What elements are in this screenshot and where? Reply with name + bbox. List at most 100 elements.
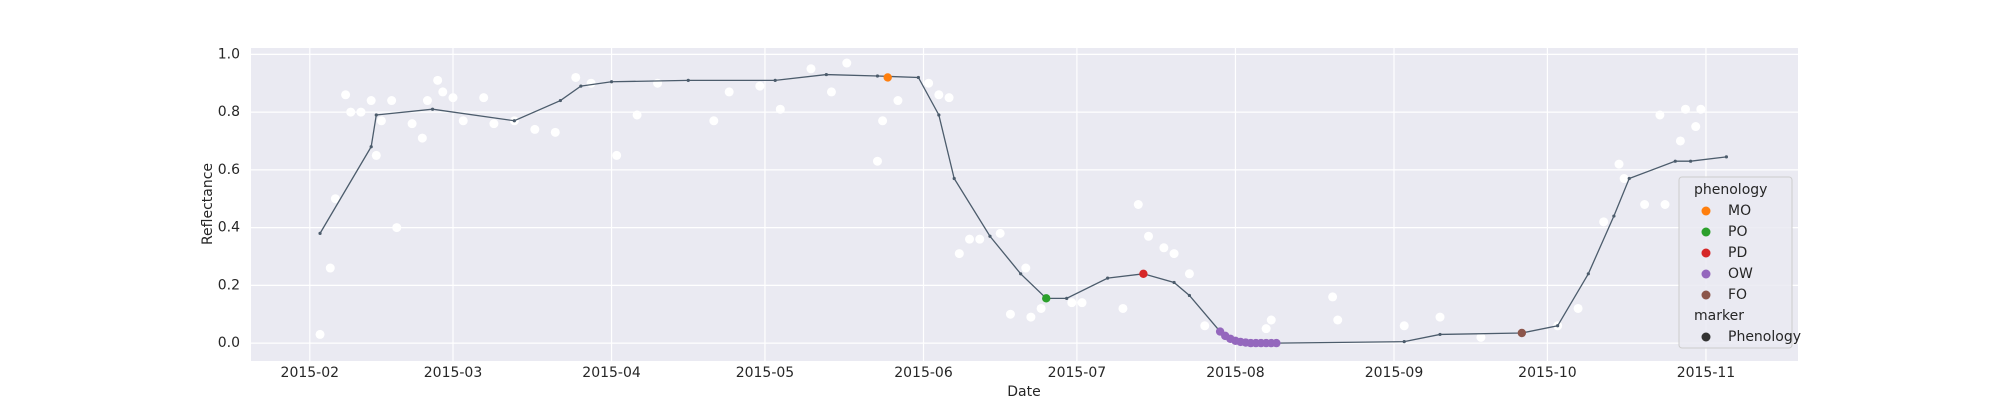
observation-point	[371, 150, 381, 160]
observation-point	[438, 87, 448, 97]
observation-point	[417, 133, 427, 143]
observation-point	[1021, 263, 1031, 273]
observation-point	[1680, 104, 1690, 114]
observation-point	[1067, 298, 1077, 308]
x-axis-label: Date	[1007, 384, 1040, 400]
legend-label: Phenology	[1728, 329, 1801, 345]
legend-label: PD	[1728, 245, 1747, 261]
legend-title: marker	[1694, 308, 1744, 324]
observation-point	[479, 93, 489, 103]
observation-point	[878, 116, 888, 126]
line-vertex	[1106, 276, 1110, 280]
y-tick-label: 1.0	[218, 46, 240, 62]
phenology-point	[1517, 328, 1527, 338]
x-tick-label: 2015-05	[736, 365, 795, 381]
observation-point	[1026, 312, 1036, 322]
observation-point	[346, 107, 356, 117]
observation-point	[842, 58, 852, 68]
observation-point	[1261, 324, 1271, 334]
observation-point	[893, 96, 903, 106]
observation-point	[1333, 315, 1343, 325]
observation-point	[341, 90, 351, 100]
observation-point	[965, 234, 975, 244]
observation-point	[1573, 303, 1583, 313]
observation-point	[1077, 298, 1087, 308]
x-tick-label: 2015-08	[1206, 365, 1265, 381]
observation-point	[1159, 243, 1169, 253]
observation-point	[975, 234, 985, 244]
line-vertex	[875, 74, 880, 78]
legend-label: PO	[1728, 224, 1747, 240]
observation-point	[724, 87, 734, 97]
observation-point	[1691, 122, 1701, 132]
y-tick-label: 0.4	[218, 220, 240, 236]
line-vertex	[952, 176, 956, 181]
observation-point	[934, 90, 944, 100]
line-vertex	[1689, 159, 1693, 163]
observation-point	[1660, 200, 1670, 209]
observation-point	[1144, 231, 1154, 241]
phenology-point	[883, 73, 892, 82]
observation-point	[1328, 292, 1338, 302]
legend-label: OW	[1728, 266, 1753, 282]
line-vertex	[824, 72, 828, 77]
smoothed-line	[319, 73, 1727, 344]
observation-point	[954, 249, 964, 259]
line-vertex	[609, 80, 614, 84]
line-vertex	[1065, 296, 1069, 300]
x-tick-label: 2015-10	[1518, 365, 1577, 381]
observation-point	[366, 96, 376, 106]
observation-point	[1640, 200, 1650, 209]
line-vertex	[1612, 214, 1616, 218]
observation-point	[422, 96, 432, 106]
line-vertex	[512, 119, 516, 123]
observation-point	[315, 329, 325, 339]
observation-point	[1675, 136, 1685, 146]
line-vertex	[916, 75, 920, 80]
observation-point	[872, 156, 882, 166]
observation-point	[1619, 174, 1629, 184]
observation-point	[1005, 309, 1015, 319]
y-axis-label: Reflectance	[200, 163, 216, 245]
y-tick-label: 0.8	[218, 104, 240, 120]
plot-background	[251, 48, 1798, 361]
observation-point	[944, 93, 954, 103]
legend-box	[1678, 176, 1793, 349]
legend-title: phenology	[1694, 182, 1767, 198]
line-vertex	[1172, 280, 1176, 285]
legend-marker	[1701, 227, 1711, 237]
observation-point	[1036, 303, 1046, 313]
line-vertex	[1187, 293, 1192, 298]
observation-point	[325, 263, 335, 273]
observation-point	[489, 119, 499, 129]
observation-point	[775, 104, 785, 114]
line-vertex	[937, 113, 941, 117]
observation-point	[1655, 110, 1665, 120]
observation-point	[407, 119, 417, 129]
line-vertex	[1438, 332, 1442, 337]
observation-point	[387, 96, 397, 106]
phenology-point	[1272, 338, 1281, 348]
observation-point	[755, 81, 765, 91]
observation-point	[826, 87, 836, 97]
observation-point	[1614, 159, 1624, 169]
observation-point	[653, 78, 663, 88]
observation-point	[995, 228, 1005, 238]
observation-point	[612, 150, 622, 160]
x-tick-label: 2015-02	[281, 365, 340, 381]
legend-label: MO	[1728, 203, 1751, 219]
x-tick-label: 2015-04	[582, 365, 641, 381]
line-vertex	[374, 113, 378, 117]
observation-point	[1399, 321, 1409, 331]
legend: phenology MO PO PD OW FO marker Phenology	[1678, 176, 1801, 349]
legend-marker	[1701, 206, 1711, 216]
line-vertex	[1556, 324, 1560, 328]
observation-point	[1696, 104, 1706, 114]
line-vertex	[558, 98, 563, 103]
observation-point	[448, 93, 458, 103]
line-vertex	[1724, 155, 1729, 159]
observation-point	[1599, 217, 1609, 227]
observation-point	[571, 72, 581, 82]
x-tick-label: 2015-06	[894, 365, 953, 381]
observation-point	[356, 107, 366, 117]
